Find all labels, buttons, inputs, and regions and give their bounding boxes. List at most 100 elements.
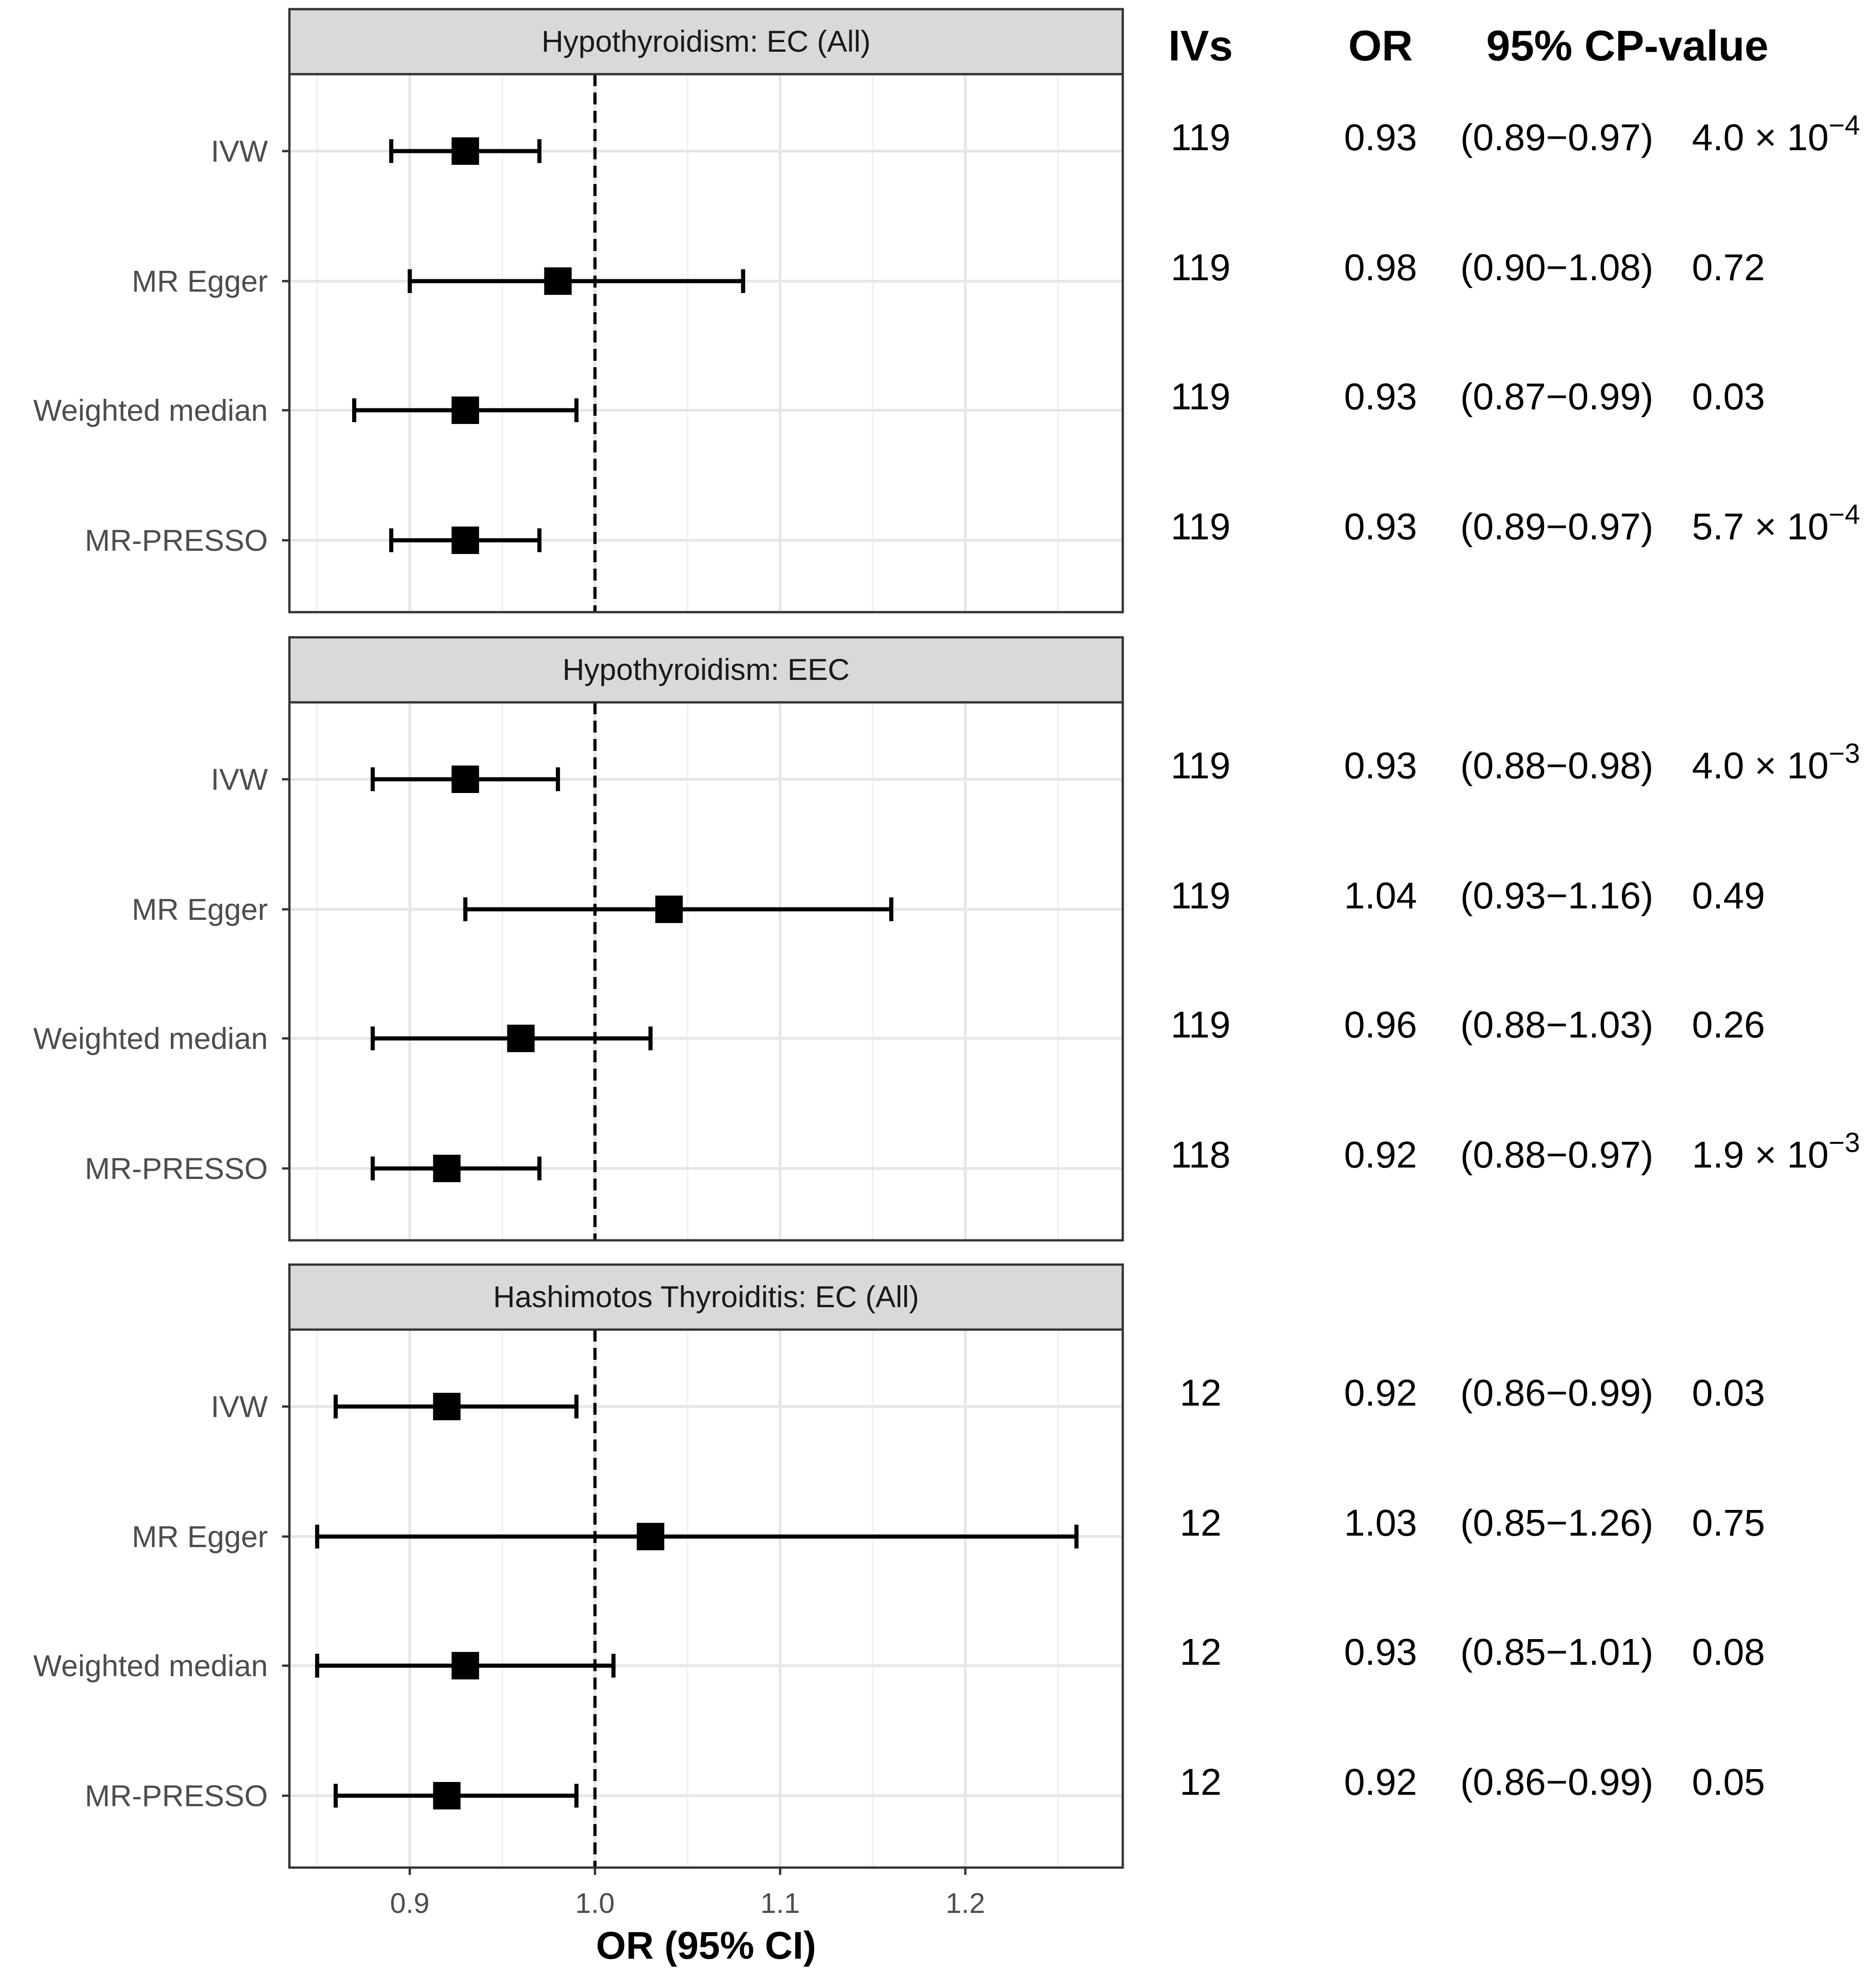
cell-ivs: 118 xyxy=(1171,1134,1231,1176)
x-tick-label: 1.2 xyxy=(946,1888,985,1919)
cell-ivs: 12 xyxy=(1180,1502,1221,1544)
cell-or: 0.92 xyxy=(1344,1761,1417,1803)
table-row: 12 0.92 (0.86−0.99) 0.03 xyxy=(1180,1372,1765,1414)
estimate-row: MR-PRESSO xyxy=(85,1152,542,1185)
estimate-row: MR-PRESSO xyxy=(85,1779,579,1813)
panel-title: Hypothyroidism: EC (All) xyxy=(542,24,871,58)
estimate-row: MR-PRESSO xyxy=(85,523,542,557)
table-row: 119 0.93 (0.89−0.97) 4.0 × 10−4 xyxy=(1171,110,1860,158)
cell-ivs: 119 xyxy=(1171,247,1231,288)
panel-strip xyxy=(288,636,1124,704)
cell-ci: (0.86−0.99) xyxy=(1460,1761,1653,1803)
cell-p-value: 4.0 × 10−3 xyxy=(1692,738,1860,787)
estimate-row: Weighted median xyxy=(33,1649,616,1683)
panel-border xyxy=(288,73,1124,614)
cell-or: 0.96 xyxy=(1344,1004,1417,1046)
panel-background xyxy=(289,74,1123,612)
results-table: IVs OR 95% CIP-value 119 0.93 (0.89−0.97) 4.0 … xyxy=(1168,22,1860,1803)
cell-p-value: 4.0 × 10−4 xyxy=(1692,110,1860,158)
panel-3: Hashimotos Thyroiditis: EC (All) IVW MR Eg… xyxy=(33,1263,1124,1869)
cell-or: 0.93 xyxy=(1344,117,1417,158)
cell-ci: (0.85−1.01) xyxy=(1460,1631,1653,1673)
estimate-row: IVW xyxy=(211,1390,579,1423)
cell-ci: (0.88−0.97) xyxy=(1460,1134,1653,1176)
panel-2: Hypothyroidism: EEC IVW MR Egger Weighted m… xyxy=(33,636,1124,1242)
point-estimate xyxy=(433,1782,461,1809)
point-estimate xyxy=(507,1025,535,1052)
table-row: 12 0.93 (0.85−1.01) 0.08 xyxy=(1180,1631,1765,1673)
cell-p-value: 0.75 xyxy=(1692,1502,1765,1544)
cell-p-value: 1.9 × 10−3 xyxy=(1692,1127,1860,1176)
cell-ci: (0.93−1.16) xyxy=(1460,875,1653,917)
table-row: 119 1.04 (0.93−1.16) 0.49 xyxy=(1171,875,1765,917)
cell-or: 1.04 xyxy=(1344,875,1417,917)
table-row: 119 0.96 (0.88−1.03) 0.26 xyxy=(1171,1004,1765,1046)
cell-p-value: 0.08 xyxy=(1692,1631,1765,1673)
cell-ci: (0.88−1.03) xyxy=(1460,1004,1653,1046)
cell-ci: (0.88−0.98) xyxy=(1460,745,1653,787)
method-label: MR-PRESSO xyxy=(85,1152,268,1185)
cell-or: 0.92 xyxy=(1344,1134,1417,1176)
cell-ivs: 119 xyxy=(1171,506,1231,548)
estimate-row: MR Egger xyxy=(132,264,745,298)
point-estimate xyxy=(451,527,479,554)
point-estimate xyxy=(655,896,683,923)
estimate-row: Weighted median xyxy=(33,1021,653,1055)
estimate-row: MR Egger xyxy=(132,892,893,926)
cell-or: 1.03 xyxy=(1344,1502,1417,1544)
point-estimate xyxy=(433,1155,461,1182)
cell-p-value: 0.03 xyxy=(1692,376,1765,418)
method-label: Weighted median xyxy=(33,393,268,427)
estimate-row: IVW xyxy=(211,134,542,168)
table-header-ci: 95% CI xyxy=(1486,22,1627,70)
cell-p-value: 0.49 xyxy=(1692,875,1765,917)
method-label: MR Egger xyxy=(132,892,268,926)
panel-1: Hypothyroidism: EC (All) IVW MR Egger Weigh… xyxy=(33,8,1124,614)
panel-background xyxy=(289,702,1123,1240)
x-tick-label: 1.0 xyxy=(575,1888,614,1919)
cell-ivs: 12 xyxy=(1180,1631,1221,1673)
cell-ivs: 119 xyxy=(1171,376,1231,418)
cell-ivs: 119 xyxy=(1171,117,1231,158)
method-label: MR-PRESSO xyxy=(85,1779,268,1813)
table-row: 12 1.03 (0.85−1.26) 0.75 xyxy=(1180,1502,1765,1544)
method-label: IVW xyxy=(211,1390,268,1423)
cell-ci: (0.89−0.97) xyxy=(1460,117,1653,158)
x-tick-label: 1.1 xyxy=(761,1888,800,1919)
panel-border xyxy=(288,1328,1124,1869)
cell-ci: (0.89−0.97) xyxy=(1460,506,1653,548)
panel-background xyxy=(289,1330,1123,1868)
cell-p-value: 0.26 xyxy=(1692,1004,1765,1046)
panel-border xyxy=(288,701,1124,1242)
cell-or: 0.93 xyxy=(1344,1631,1417,1673)
x-axis: 0.9 1.0 1.1 1.2 OR (95% CI) xyxy=(390,1868,985,1967)
cell-or: 0.98 xyxy=(1344,247,1417,288)
method-label: MR-PRESSO xyxy=(85,523,268,557)
table-header-ivs: IVs xyxy=(1168,22,1233,70)
point-estimate xyxy=(451,397,479,424)
cell-p-value: 0.03 xyxy=(1692,1372,1765,1414)
cell-or: 0.93 xyxy=(1344,745,1417,787)
method-label: Weighted median xyxy=(33,1021,268,1055)
table-header-or: OR xyxy=(1349,22,1413,70)
method-label: Weighted median xyxy=(33,1649,268,1683)
method-label: IVW xyxy=(211,762,268,796)
cell-ivs: 119 xyxy=(1171,745,1231,787)
cell-or: 0.93 xyxy=(1344,506,1417,548)
cell-ci: (0.85−1.26) xyxy=(1460,1502,1653,1544)
cell-or: 0.93 xyxy=(1344,376,1417,418)
panels-layer: Hypothyroidism: EC (All) IVW MR Egger Weigh… xyxy=(33,8,1124,1869)
point-estimate xyxy=(544,267,572,295)
table-row: 119 0.93 (0.88−0.98) 4.0 × 10−3 xyxy=(1171,738,1860,787)
cell-ci: (0.86−0.99) xyxy=(1460,1372,1653,1414)
table-row: 12 0.92 (0.86−0.99) 0.05 xyxy=(1180,1761,1765,1803)
table-row: 119 0.93 (0.89−0.97) 5.7 × 10−4 xyxy=(1171,499,1860,548)
point-estimate xyxy=(636,1523,664,1550)
point-estimate xyxy=(451,137,479,165)
x-axis-title: OR (95% CI) xyxy=(596,1924,816,1967)
estimate-row: Weighted median xyxy=(33,393,579,427)
method-label: IVW xyxy=(211,134,268,168)
point-estimate xyxy=(451,1652,479,1679)
point-estimate xyxy=(451,766,479,793)
